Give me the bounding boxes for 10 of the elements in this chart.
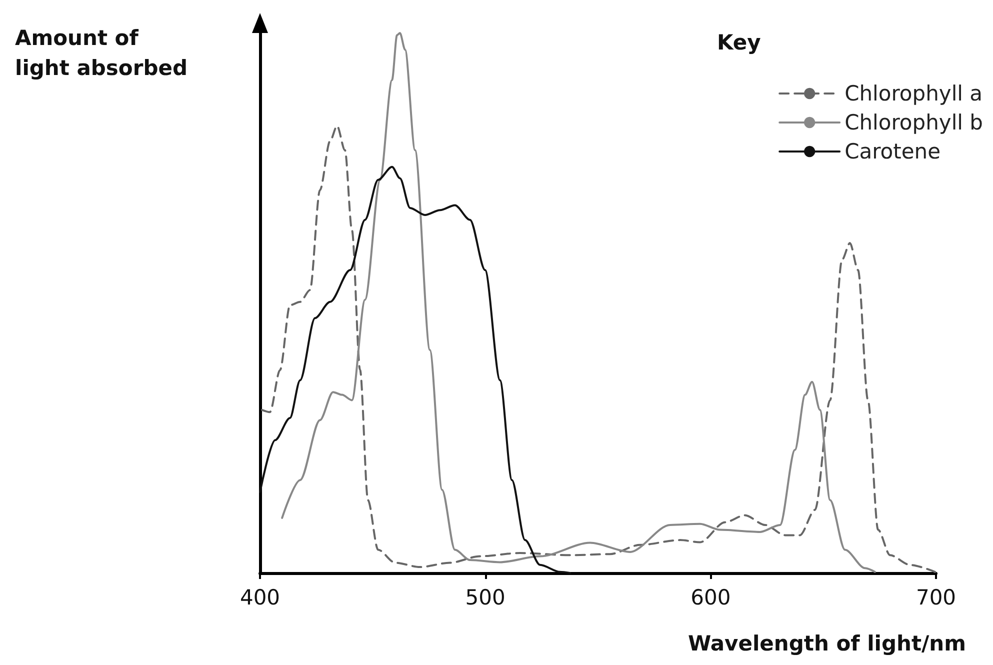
x-tick-label: 400 [240, 586, 280, 610]
y-axis-title: Amount of light absorbed [15, 26, 188, 80]
legend-label: Chlorophyll a [844, 82, 983, 106]
legend-title: Key [717, 30, 762, 54]
x-tick-label: 700 [916, 586, 956, 610]
legend-label: Carotene [844, 140, 941, 164]
legend-label: Chlorophyll b [844, 110, 984, 134]
x-tick-label: 500 [465, 586, 506, 610]
x-tick-label: 600 [690, 586, 731, 610]
x-axis-title: Wavelength of light/nm [688, 632, 966, 656]
